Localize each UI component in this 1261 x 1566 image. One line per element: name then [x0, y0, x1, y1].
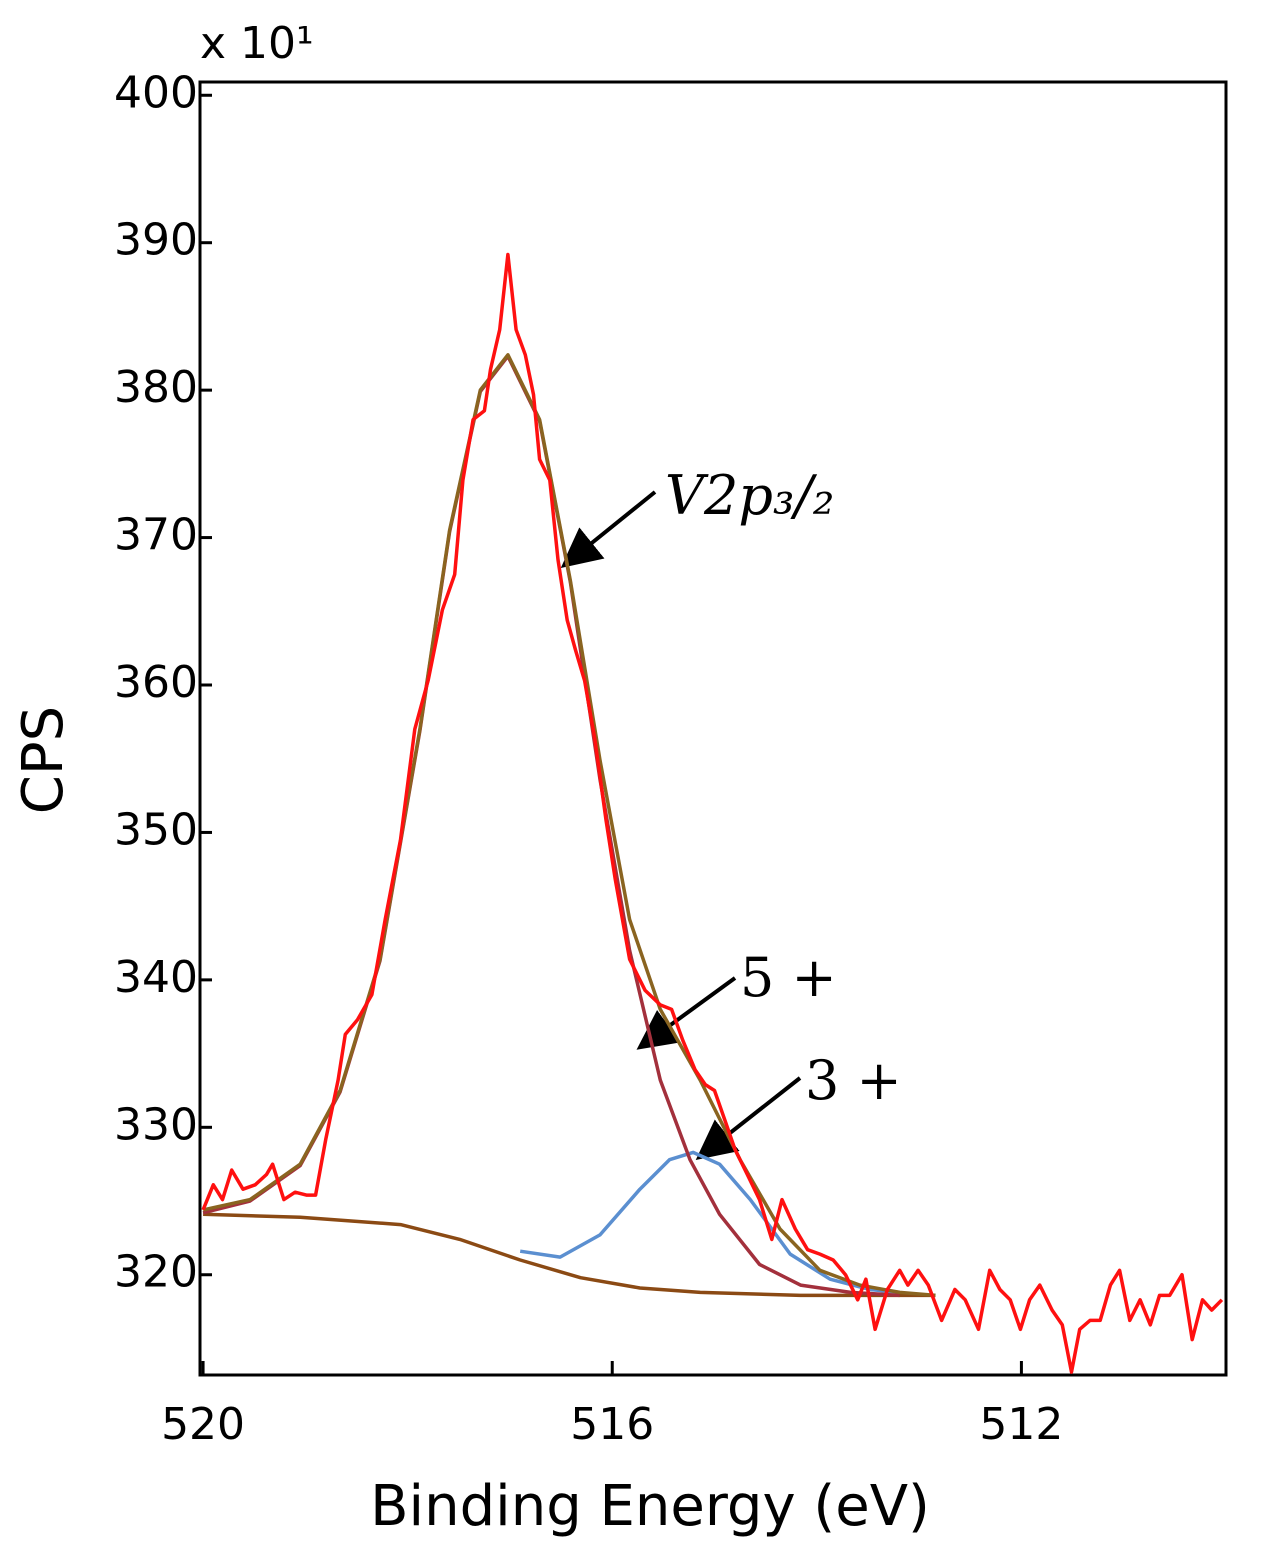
- annotation-arrow: [560, 490, 657, 569]
- y-tick-label: 390: [114, 215, 198, 266]
- line-series: [201, 252, 1224, 1374]
- plot-frame: [198, 80, 1228, 1377]
- y-multiplier: x 10¹: [200, 18, 314, 69]
- line-series: [202, 353, 936, 1298]
- y-tick-label: 320: [114, 1247, 198, 1298]
- y-tick-label: 380: [114, 362, 198, 413]
- y-tick-label: 340: [114, 952, 198, 1003]
- y-tick-label: 370: [114, 510, 198, 561]
- annotation: 3 +: [805, 1049, 902, 1112]
- annotation-arrow: [636, 976, 737, 1050]
- y-axis-label: CPS: [11, 706, 76, 814]
- line-series: [519, 1150, 900, 1295]
- y-tick-label: 400: [114, 67, 198, 118]
- annotation-arrow: [695, 1076, 802, 1160]
- line-series: [203, 1212, 936, 1298]
- x-tick-label: 512: [979, 1399, 1063, 1450]
- x-tick-label: 520: [161, 1399, 245, 1450]
- x-axis-label: Binding Energy (eV): [370, 1474, 930, 1539]
- y-tick-label: 360: [114, 657, 198, 708]
- y-tick-label: 350: [114, 804, 198, 855]
- y-tick-label: 330: [114, 1099, 198, 1150]
- annotation: 5 +: [740, 946, 837, 1009]
- x-tick-label: 516: [570, 1399, 654, 1450]
- annotation: V2p₃/₂: [665, 464, 834, 527]
